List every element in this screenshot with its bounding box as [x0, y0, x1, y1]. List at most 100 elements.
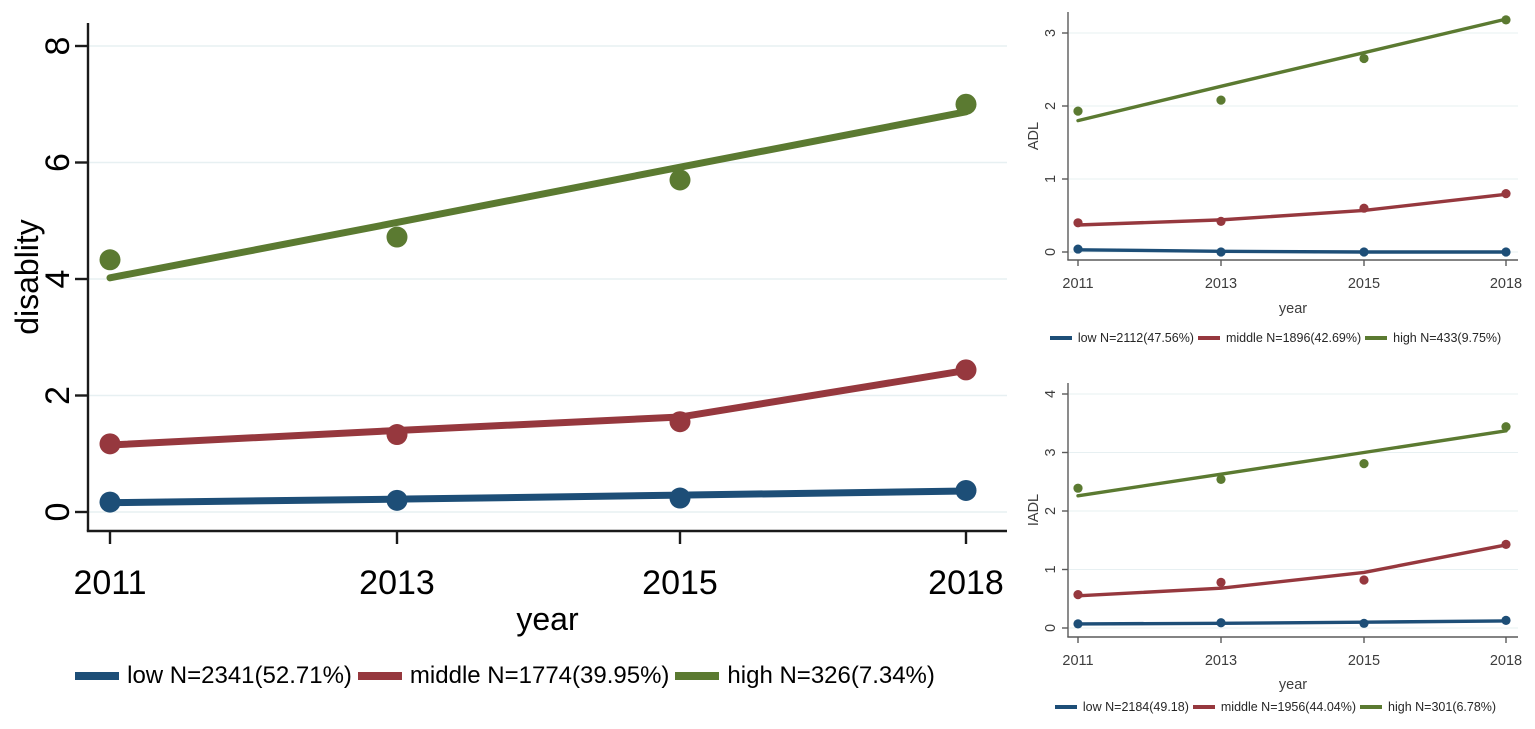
legend-swatch-high: [1365, 336, 1388, 340]
point-high-2015: [669, 169, 691, 191]
point-low-2015: [669, 487, 691, 509]
point-low-2018: [1501, 247, 1511, 257]
adl-plot: 0 1 2 3 2011 2013 2015 2018 ADL year: [1026, 12, 1522, 317]
point-low-2011: [99, 491, 121, 513]
legend-swatch-low: [75, 672, 120, 680]
legend-swatch-low: [1054, 705, 1077, 709]
x-tick-label-2018: 2018: [928, 564, 1004, 602]
x-tick-label-2013: 2013: [1205, 276, 1237, 292]
point-middle-2018: [955, 359, 977, 381]
legend-item-low: low N=2341(52.71%): [75, 662, 352, 690]
legend-label-low: low N=2341(52.71%): [127, 662, 352, 689]
x-tick-label-2018: 2018: [1490, 653, 1522, 669]
x-axis-title: year: [1279, 301, 1307, 317]
point-high-2013: [1216, 95, 1226, 105]
x-tick-label-2013: 2013: [359, 564, 435, 602]
legend-label-low: low N=2184(49.18): [1082, 700, 1189, 714]
point-high-2018: [1501, 15, 1511, 25]
legend-label-middle: middle N=1896(42.69%): [1225, 331, 1362, 345]
legend-label-low: low N=2112(47.56%): [1077, 331, 1194, 345]
point-high-2013: [1216, 474, 1226, 485]
point-middle-2018: [1501, 189, 1511, 199]
point-low-2013: [386, 489, 408, 511]
fit-line-middle: [1076, 543, 1508, 598]
disability-plot: 0 2 4 6 8 2011 2013 2015 2018 disablity year: [9, 23, 1007, 637]
fit-line-low: [106, 487, 970, 507]
y-tick-label-3: 3: [1043, 448, 1059, 456]
fit-line-middle: [106, 366, 970, 449]
y-tick-label-2: 2: [39, 386, 77, 405]
legend-label-middle: middle N=1956(44.04%): [1220, 700, 1357, 714]
point-low-2013: [1216, 618, 1226, 628]
point-middle-2011: [1073, 590, 1083, 600]
y-tick-label-0: 0: [1043, 248, 1059, 256]
legend-label-high: high N=301(6.78%): [1388, 700, 1497, 714]
x-tick-label-2015: 2015: [642, 564, 718, 602]
y-tick-label-3: 3: [1043, 29, 1059, 37]
point-middle-2015: [669, 411, 691, 433]
legend-swatch-middle: [1197, 336, 1220, 340]
y-tick-label-6: 6: [39, 153, 77, 172]
fit-line-low: [1076, 248, 1508, 254]
point-high-2015: [1359, 53, 1369, 64]
point-middle-2015: [1359, 203, 1369, 213]
y-tick-label-4: 4: [1043, 390, 1059, 398]
y-tick-label-0: 0: [39, 503, 77, 522]
point-high-2018: [955, 93, 977, 115]
legend-swatch-high: [675, 672, 720, 680]
point-low-2015: [1359, 618, 1369, 628]
legend-label-high: high N=326(7.34%): [727, 662, 935, 689]
legend-item-high: high N=326(7.34%): [675, 662, 935, 690]
x-tick-label-2015: 2015: [1348, 653, 1380, 669]
point-middle-2015: [1359, 575, 1369, 585]
y-axis-title: disablity: [9, 219, 45, 335]
point-low-2013: [1216, 247, 1226, 257]
fit-line-high: [1076, 429, 1508, 498]
y-axis-title: IADL: [1026, 494, 1042, 526]
point-low-2015: [1359, 247, 1369, 257]
legend-swatch-high: [1360, 705, 1383, 709]
point-high-2011: [1073, 106, 1083, 116]
disability-legend: low N=2341(52.71%) middle N=1774(39.95%) h…: [0, 662, 1010, 690]
legend-swatch-low: [1049, 336, 1072, 340]
legend-item-middle: middle N=1774(39.95%): [357, 662, 670, 690]
iadl-plot: 0 1 2 3 4 2011 2013 2015 2018 IADL year: [1026, 383, 1522, 693]
legend-item-high: high N=433(9.75%): [1365, 331, 1501, 345]
x-tick-label-2013: 2013: [1205, 653, 1237, 669]
point-high-2011: [1073, 483, 1083, 493]
point-high-2018: [1501, 422, 1511, 432]
point-low-2018: [955, 479, 977, 501]
point-middle-2013: [1216, 216, 1226, 226]
legend-item-high: high N=301(6.78%): [1360, 700, 1496, 714]
y-tick-label-2: 2: [1043, 102, 1059, 110]
y-tick-label-2: 2: [1043, 507, 1059, 515]
y-tick-label-0: 0: [1043, 624, 1059, 632]
x-tick-label-2011: 2011: [73, 564, 146, 602]
legend-label-high: high N=433(9.75%): [1393, 331, 1502, 345]
x-tick-label-2015: 2015: [1348, 276, 1380, 292]
legend-item-low: low N=2184(49.18): [1054, 700, 1189, 714]
legend-item-middle: middle N=1956(44.04%): [1192, 700, 1357, 714]
point-high-2013: [386, 226, 408, 248]
x-tick-label-2011: 2011: [1062, 653, 1093, 669]
adl-legend: low N=2112(47.56%) middle N=1896(42.69%) h…: [1028, 331, 1523, 345]
y-axis-title: ADL: [1026, 122, 1042, 150]
legend-label-middle: middle N=1774(39.95%): [409, 662, 670, 689]
x-tick-label-2018: 2018: [1490, 276, 1522, 292]
legend-item-low: low N=2112(47.56%): [1049, 331, 1194, 345]
y-tick-label-4: 4: [39, 270, 77, 289]
x-tick-label-2011: 2011: [1062, 276, 1093, 292]
point-middle-2013: [386, 424, 408, 446]
point-low-2018: [1501, 615, 1511, 625]
fit-line-high: [106, 108, 970, 282]
fit-line-high: [1076, 17, 1508, 123]
legend-swatch-middle: [1192, 705, 1215, 709]
point-middle-2011: [99, 433, 121, 455]
iadl-legend: low N=2184(49.18) middle N=1956(44.04%) hi…: [1028, 700, 1523, 714]
x-axis-title: year: [516, 601, 579, 637]
legend-swatch-middle: [357, 672, 402, 680]
fit-line-middle: [1076, 192, 1508, 227]
x-axis-title: year: [1279, 677, 1307, 693]
point-high-2011: [99, 249, 121, 271]
